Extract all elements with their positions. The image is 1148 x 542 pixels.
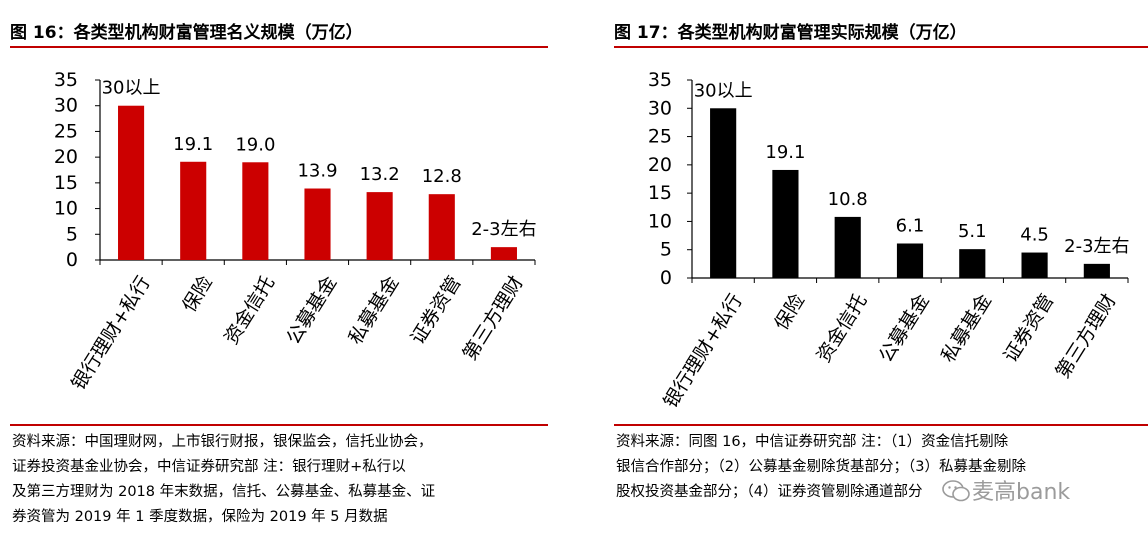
data-label: 6.1 <box>896 215 925 236</box>
category-label: 私募基金 <box>937 290 996 366</box>
y-tick-label: 30 <box>648 97 672 119</box>
bar <box>118 105 145 260</box>
data-label: 13.2 <box>360 164 400 185</box>
title-divider <box>614 46 1148 48</box>
bar <box>1083 263 1110 278</box>
data-label: 2-3左右 <box>471 219 536 240</box>
data-label: 19.0 <box>235 134 275 155</box>
y-tick-label: 15 <box>648 182 672 204</box>
data-label: 2-3左右 <box>1064 236 1129 257</box>
category-label: 保险 <box>770 290 809 334</box>
y-tick-label: 10 <box>54 198 78 220</box>
chart-title: 图 16：各类型机构财富管理名义规模（万亿） <box>10 23 363 43</box>
bar <box>242 162 269 260</box>
wechat-icon <box>942 480 970 502</box>
title-divider <box>10 46 548 48</box>
note-divider <box>10 424 548 426</box>
watermark-text: 麦高bank <box>972 480 1071 505</box>
category-label: 银行理财+私行 <box>659 290 747 412</box>
category-label: 公募基金 <box>282 272 341 348</box>
y-tick-label: 35 <box>648 69 672 91</box>
y-tick-label: 10 <box>648 210 672 232</box>
watermark: 麦高bank <box>942 474 1070 506</box>
data-label: 5.1 <box>958 221 987 242</box>
bar <box>180 161 207 260</box>
bar <box>834 216 861 278</box>
category-label: 资金信托 <box>813 290 872 366</box>
y-tick-label: 0 <box>66 249 78 271</box>
category-label: 证券资管 <box>407 272 466 348</box>
bar <box>710 108 737 279</box>
bar <box>1021 252 1048 278</box>
bar <box>428 194 455 260</box>
category-label: 私募基金 <box>344 272 403 348</box>
y-tick-label: 15 <box>54 172 78 194</box>
chart-title: 图 17：各类型机构财富管理实际规模（万亿） <box>614 23 967 43</box>
data-label: 13.9 <box>297 161 337 182</box>
category-label: 公募基金 <box>875 290 934 366</box>
note-divider <box>614 424 1148 426</box>
y-tick-label: 5 <box>66 223 78 245</box>
y-tick-label: 35 <box>54 69 78 91</box>
bar <box>772 169 799 278</box>
chart-panel-right: 图 17：各类型机构财富管理实际规模（万亿） 0 5 10 15 20 25 30 35 30以… <box>604 0 1148 542</box>
data-label: 12.8 <box>422 166 462 187</box>
data-label: 10.8 <box>828 189 868 210</box>
y-tick-label: 20 <box>54 146 78 168</box>
chart-panel-left: 图 16：各类型机构财富管理名义规模（万亿） 0 5 10 15 20 25 30 35 30以… <box>0 0 548 542</box>
category-label: 第三方理财 <box>1052 290 1121 382</box>
data-label: 4.5 <box>1020 225 1049 246</box>
category-label: 资金信托 <box>220 272 279 348</box>
data-label: 30以上 <box>102 78 161 99</box>
data-label: 19.1 <box>765 142 805 163</box>
category-label: 第三方理财 <box>459 272 528 364</box>
data-label: 30以上 <box>694 80 753 101</box>
source-note: 资料来源：中国理财网，上市银行财报，银保监会，信托业协会， 证券投资基金业协会，… <box>12 434 436 525</box>
data-label: 19.1 <box>173 134 213 155</box>
category-label: 证券资管 <box>999 290 1058 366</box>
category-label: 银行理财+私行 <box>67 272 155 394</box>
bar <box>490 247 517 260</box>
y-tick-label: 0 <box>660 267 672 289</box>
bar <box>366 192 393 260</box>
y-tick-label: 25 <box>54 120 78 142</box>
source-note: 资料来源：同图 16，中信证券研究部 注：（1）资金信托剔除 银信合作部分；（2… <box>616 434 1026 500</box>
y-tick-label: 30 <box>54 95 78 117</box>
y-tick-label: 20 <box>648 154 672 176</box>
bar <box>896 243 924 278</box>
bar <box>304 188 331 260</box>
y-tick-label: 25 <box>648 126 672 148</box>
category-label: 保险 <box>178 272 217 316</box>
y-tick-label: 5 <box>660 239 672 261</box>
bar <box>959 249 986 278</box>
